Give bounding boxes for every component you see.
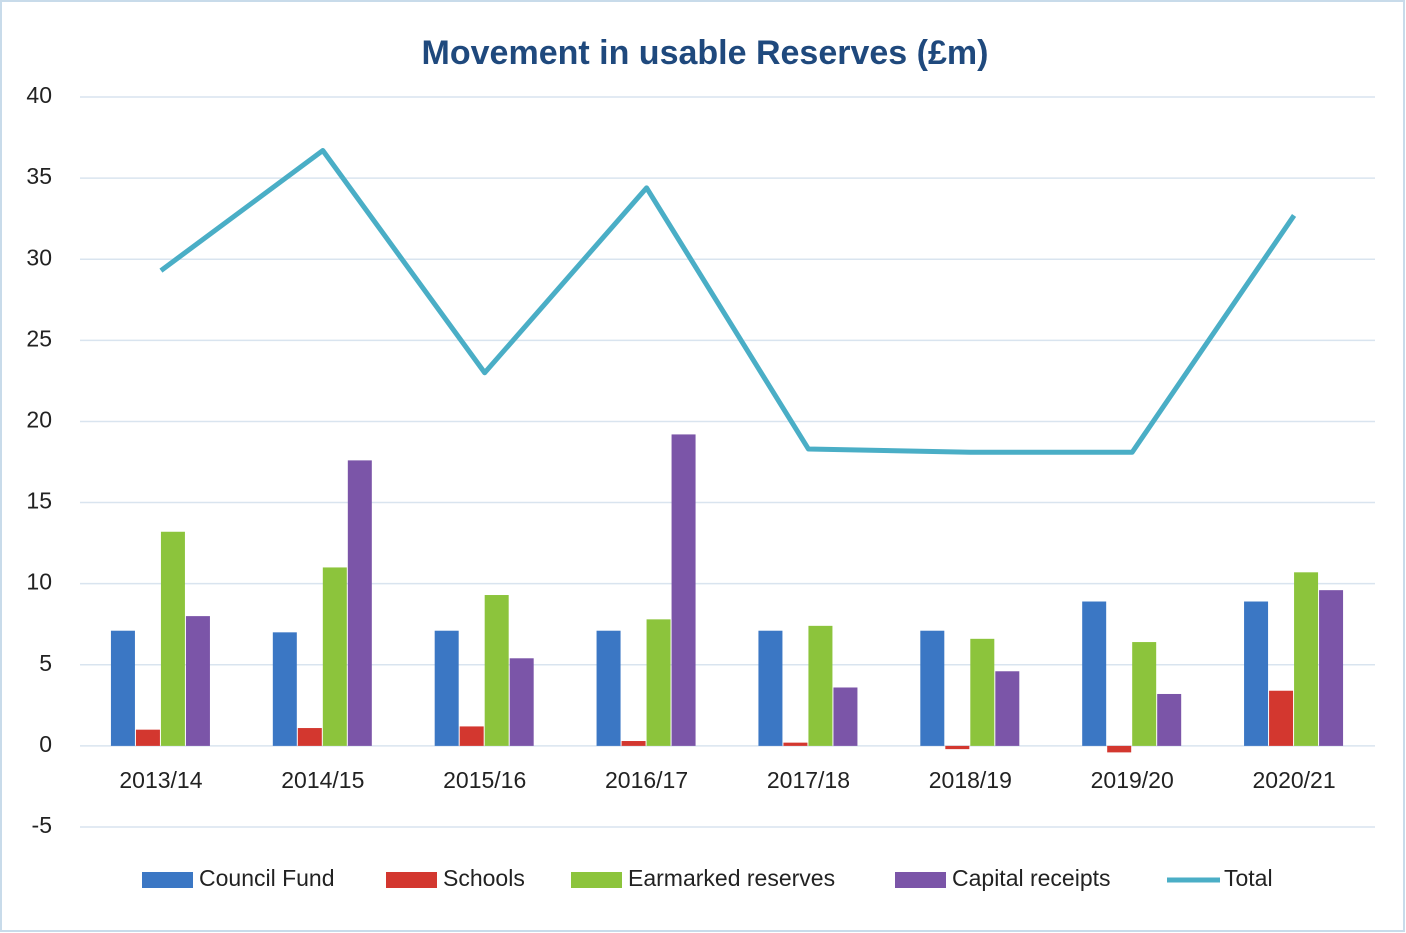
bar (509, 658, 534, 746)
bar (1294, 572, 1319, 746)
bar (970, 638, 995, 746)
legend-swatch (571, 872, 622, 888)
bar (1132, 642, 1157, 746)
bar (833, 687, 858, 746)
x-tick-label: 2016/17 (605, 767, 688, 793)
bar (484, 595, 509, 746)
bar (135, 729, 160, 746)
bar (596, 630, 621, 746)
bar (945, 745, 970, 750)
x-tick-label: 2015/16 (443, 767, 526, 793)
bar (459, 726, 484, 746)
x-tick-label: 2017/18 (767, 767, 850, 793)
x-tick-label: 2019/20 (1091, 767, 1174, 793)
chart-title: Movement in usable Reserves (£m) (422, 34, 989, 72)
line (159, 148, 1297, 455)
bar (322, 567, 347, 746)
bar (297, 728, 322, 746)
legend-swatch (895, 872, 946, 888)
bar (646, 619, 671, 746)
y-tick-label: 40 (26, 82, 52, 108)
x-tick-label: 2018/19 (929, 767, 1012, 793)
y-tick-label: 10 (26, 569, 52, 595)
bar (671, 434, 696, 746)
x-tick-label: 2014/15 (281, 767, 364, 793)
y-tick-label: -5 (32, 812, 52, 838)
y-tick-label: 30 (26, 244, 52, 270)
bar (1244, 601, 1269, 746)
bar (160, 531, 185, 746)
bar (1082, 601, 1107, 746)
y-tick-label: 5 (39, 650, 52, 676)
bar (434, 630, 459, 746)
bar (1269, 690, 1294, 746)
bar (783, 742, 808, 746)
bar (347, 460, 372, 746)
y-tick-label: 25 (26, 325, 52, 351)
bar (1319, 590, 1344, 746)
y-tick-label: 35 (26, 163, 52, 189)
bar (808, 625, 833, 746)
y-tick-label: 15 (26, 488, 52, 514)
bar (272, 632, 297, 746)
bar (920, 630, 945, 746)
legend-swatch (386, 872, 437, 888)
legend-label: Earmarked reserves (628, 865, 835, 891)
x-tick-label: 2020/21 (1252, 767, 1335, 793)
bar (1157, 693, 1182, 746)
bar (621, 741, 646, 746)
legend-label: Capital receipts (952, 865, 1111, 891)
bar (995, 671, 1020, 746)
bar (758, 630, 783, 746)
legend-label: Schools (443, 865, 525, 891)
legend-swatch (142, 872, 193, 888)
x-tick-label: 2013/14 (119, 767, 202, 793)
bar (110, 630, 135, 746)
bar (185, 616, 210, 746)
legend-label: Council Fund (199, 865, 335, 891)
y-tick-label: 20 (26, 407, 52, 433)
bar (1107, 745, 1132, 753)
y-tick-label: 0 (39, 731, 52, 757)
legend-label: Total (1224, 865, 1273, 891)
